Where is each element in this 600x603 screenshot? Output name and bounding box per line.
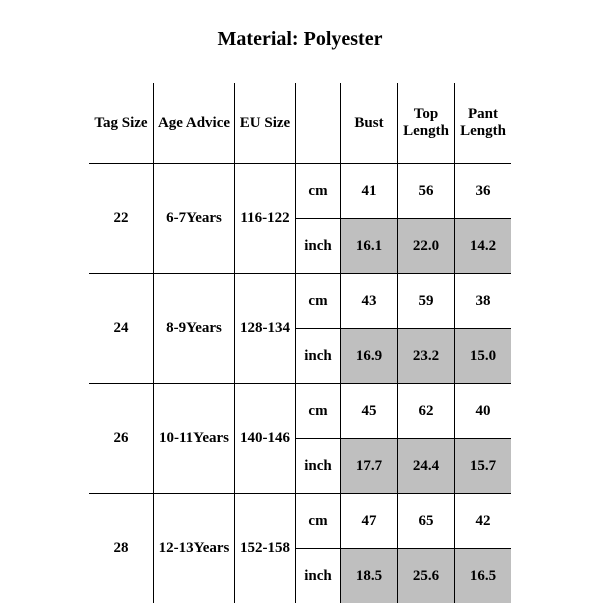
cell-unit-inch: inch <box>296 219 341 274</box>
cell-eu-size: 116-122 <box>235 164 296 274</box>
cell-top-cm: 62 <box>398 384 455 439</box>
cell-bust-inch: 16.1 <box>341 219 398 274</box>
header-row: Tag Size Age Advice EU Size Bust Top Len… <box>89 83 511 164</box>
cell-pant-cm: 36 <box>455 164 512 219</box>
cell-top-inch: 23.2 <box>398 329 455 384</box>
cell-tag-size: 24 <box>89 274 154 384</box>
cell-top-inch: 24.4 <box>398 439 455 494</box>
col-bust: Bust <box>341 83 398 164</box>
col-age-advice: Age Advice <box>154 83 235 164</box>
cell-top-cm: 56 <box>398 164 455 219</box>
cell-top-inch: 22.0 <box>398 219 455 274</box>
table-row: 248-9Years128-134cm435938 <box>89 274 511 329</box>
cell-eu-size: 128-134 <box>235 274 296 384</box>
cell-pant-cm: 40 <box>455 384 512 439</box>
size-table: Tag Size Age Advice EU Size Bust Top Len… <box>89 83 511 603</box>
cell-bust-cm: 45 <box>341 384 398 439</box>
table-row: 2812-13Years152-158cm476542 <box>89 494 511 549</box>
cell-age-advice: 8-9Years <box>154 274 235 384</box>
page-title: Material: Polyester <box>0 28 600 51</box>
cell-unit-cm: cm <box>296 164 341 219</box>
cell-pant-cm: 42 <box>455 494 512 549</box>
cell-bust-inch: 16.9 <box>341 329 398 384</box>
cell-age-advice: 10-11Years <box>154 384 235 494</box>
cell-age-advice: 6-7Years <box>154 164 235 274</box>
cell-unit-cm: cm <box>296 274 341 329</box>
col-eu-size: EU Size <box>235 83 296 164</box>
table-body: 226-7Years116-122cm415636inch16.122.014.… <box>89 164 511 603</box>
cell-bust-cm: 41 <box>341 164 398 219</box>
cell-unit-inch: inch <box>296 439 341 494</box>
col-tag-size: Tag Size <box>89 83 154 164</box>
cell-pant-inch: 15.7 <box>455 439 512 494</box>
cell-bust-inch: 18.5 <box>341 549 398 603</box>
col-unit <box>296 83 341 164</box>
cell-unit-inch: inch <box>296 549 341 603</box>
cell-tag-size: 28 <box>89 494 154 603</box>
cell-bust-cm: 43 <box>341 274 398 329</box>
cell-pant-inch: 15.0 <box>455 329 512 384</box>
cell-bust-inch: 17.7 <box>341 439 398 494</box>
cell-age-advice: 12-13Years <box>154 494 235 603</box>
page: Material: Polyester Tag Size Age Advice … <box>0 0 600 600</box>
cell-unit-cm: cm <box>296 494 341 549</box>
col-pant-length: Pant Length <box>455 83 512 164</box>
cell-bust-cm: 47 <box>341 494 398 549</box>
cell-unit-inch: inch <box>296 329 341 384</box>
cell-top-cm: 65 <box>398 494 455 549</box>
cell-tag-size: 26 <box>89 384 154 494</box>
cell-eu-size: 140-146 <box>235 384 296 494</box>
col-top-length: Top Length <box>398 83 455 164</box>
cell-tag-size: 22 <box>89 164 154 274</box>
cell-pant-inch: 14.2 <box>455 219 512 274</box>
cell-top-inch: 25.6 <box>398 549 455 603</box>
cell-pant-inch: 16.5 <box>455 549 512 603</box>
table-row: 2610-11Years140-146cm456240 <box>89 384 511 439</box>
cell-top-cm: 59 <box>398 274 455 329</box>
cell-eu-size: 152-158 <box>235 494 296 603</box>
cell-unit-cm: cm <box>296 384 341 439</box>
cell-pant-cm: 38 <box>455 274 512 329</box>
table-row: 226-7Years116-122cm415636 <box>89 164 511 219</box>
